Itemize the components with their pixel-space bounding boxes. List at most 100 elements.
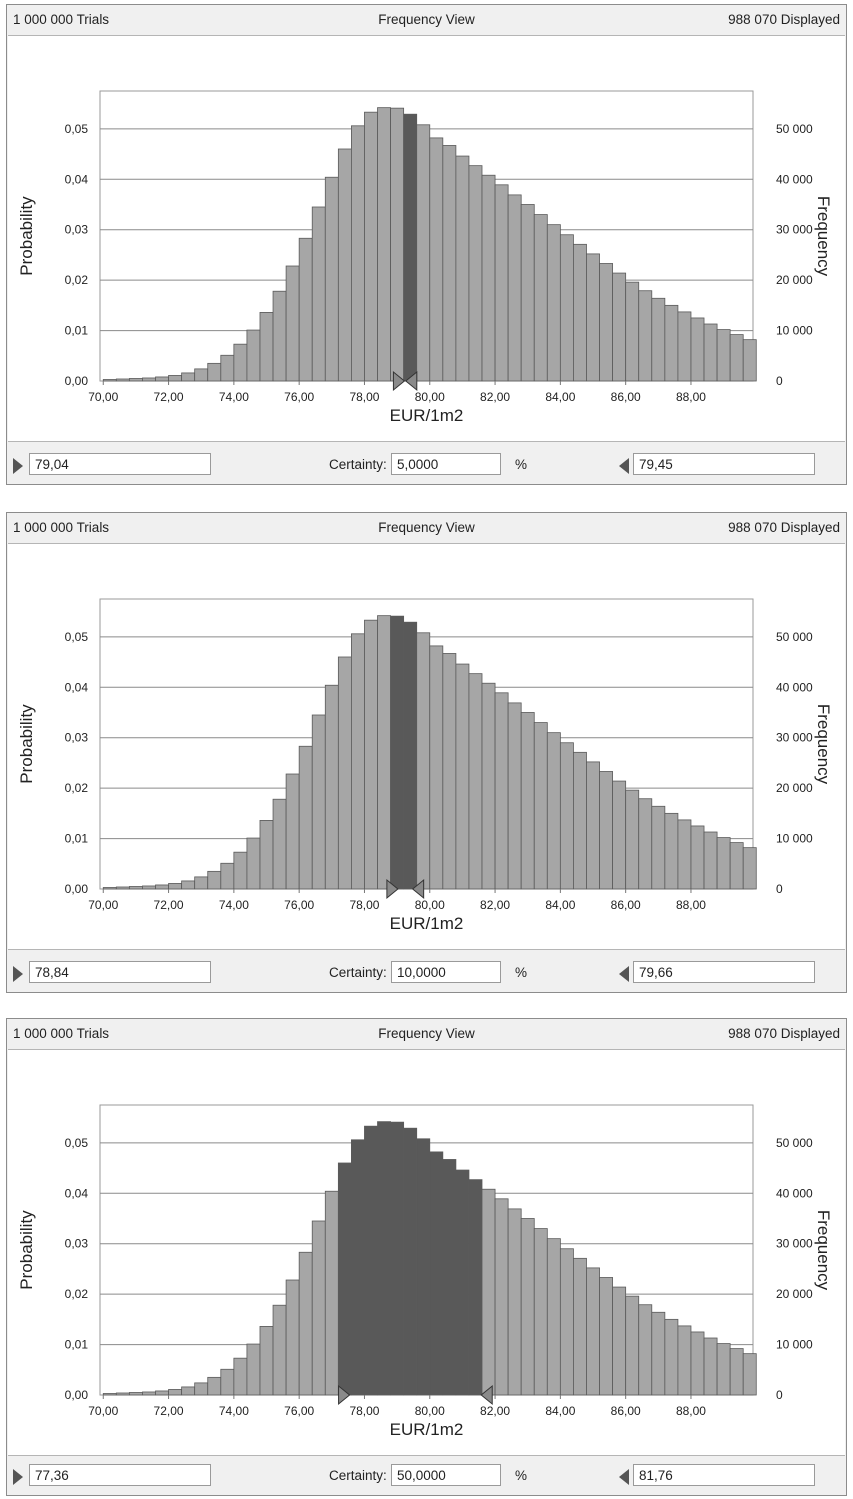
bar [364, 619, 378, 890]
histogram-chart: 0,00 0,01 0,02 0,03 0,04 0,05 0 10 000 20 000 30 … [17, 598, 833, 933]
y-tick-label: 0,01 [65, 324, 89, 338]
forecast-panel-2: 1 000 000 Trials Frequency View 988 070 … [6, 512, 847, 993]
bar [455, 663, 470, 890]
bar [690, 1331, 705, 1396]
bar [337, 656, 352, 890]
bar [586, 1267, 600, 1396]
bar [716, 1343, 731, 1396]
bar [298, 237, 313, 382]
left-grabber-icon[interactable] [13, 966, 23, 982]
left-grabber-icon[interactable] [13, 1469, 23, 1485]
bar [664, 304, 679, 382]
x-tick-label: 88,00 [676, 390, 706, 404]
bar [142, 1391, 156, 1396]
lower-bound-input[interactable]: 79,04 [29, 453, 211, 475]
bar-selected [403, 113, 418, 382]
bar [742, 1353, 757, 1396]
view-selector[interactable]: Frequency View [378, 520, 475, 535]
x-tick-label: 74,00 [219, 390, 249, 404]
bar-selected [429, 1151, 444, 1396]
bar [507, 194, 522, 382]
right-grabber-icon[interactable] [619, 1469, 629, 1485]
y2-tick-label: 10 000 [776, 1338, 813, 1352]
y2-tick-label: 20 000 [776, 273, 813, 287]
bar [586, 761, 600, 890]
certainty-bar: 79,04 Certainty: 5,0000 % 79,45 [7, 446, 846, 484]
x-tick-label: 80,00 [415, 898, 445, 912]
certainty-input[interactable]: 10,0000 [391, 961, 501, 983]
view-selector[interactable]: Frequency View [378, 12, 475, 27]
y-tick-label: 0,04 [65, 680, 89, 694]
y-tick-label: 0,04 [65, 1186, 89, 1200]
bar [729, 1348, 744, 1396]
x-tick-label: 70,00 [88, 898, 118, 912]
bar [233, 1357, 248, 1396]
right-grabber-icon[interactable] [619, 966, 629, 982]
bar [364, 111, 378, 382]
y-axis-title: Probability [17, 704, 36, 784]
bar [703, 323, 718, 382]
bar [377, 615, 391, 890]
y-tick-label: 0,02 [65, 1287, 89, 1301]
trials-count: 1 000 000 Trials [13, 12, 110, 27]
x-tick-label: 82,00 [480, 390, 510, 404]
x-tick-label: 72,00 [154, 1404, 184, 1418]
bar [638, 1304, 653, 1396]
upper-grabber-icon [480, 1384, 493, 1406]
bar [651, 1311, 666, 1396]
view-selector[interactable]: Frequency View [378, 1026, 475, 1041]
certainty-input[interactable]: 5,0000 [391, 453, 501, 475]
panel-header: 1 000 000 Trials Frequency View 988 070 … [7, 5, 846, 35]
bar [677, 1325, 692, 1396]
bar [324, 684, 339, 890]
bar [220, 1368, 235, 1396]
bar [115, 1392, 130, 1396]
lower-bound-input[interactable]: 77,36 [29, 1464, 211, 1486]
certainty-input[interactable]: 50,0000 [391, 1464, 501, 1486]
chart-area: 0,00 0,01 0,02 0,03 0,04 0,05 0 10 000 20 000 30 … [8, 543, 845, 950]
bar [168, 1389, 183, 1396]
displayed-count: 988 070 Displayed [728, 520, 840, 535]
bar [481, 682, 496, 890]
bar [168, 375, 183, 382]
y2-axis-title: Frequency [814, 196, 833, 277]
bar [142, 377, 156, 382]
bar [272, 798, 287, 890]
bar [742, 847, 757, 890]
bar [311, 1220, 326, 1396]
upper-bound-input[interactable]: 79,45 [633, 453, 815, 475]
bar [546, 1238, 561, 1396]
bar [220, 862, 235, 890]
bar [612, 272, 627, 382]
lower-grabber-icon [386, 878, 399, 900]
bar [377, 107, 391, 382]
bar [285, 265, 300, 382]
bar [102, 1393, 117, 1396]
histogram-chart: 0,00 0,01 0,02 0,03 0,04 0,05 0 10 000 20 000 30 … [17, 90, 833, 425]
y2-tick-label: 0 [776, 374, 783, 388]
displayed-count: 988 070 Displayed [728, 1026, 840, 1041]
left-grabber-icon[interactable] [13, 458, 23, 474]
bar [194, 876, 209, 890]
bar-selected [364, 1125, 378, 1396]
bar-selected [403, 621, 418, 890]
bar [468, 165, 483, 382]
displayed-count: 988 070 Displayed [728, 12, 840, 27]
upper-bound-input[interactable]: 81,76 [633, 1464, 815, 1486]
bar [259, 312, 274, 382]
bar [625, 1295, 640, 1396]
bar [559, 234, 574, 382]
lower-bound-input[interactable]: 78,84 [29, 961, 211, 983]
right-grabber-icon[interactable] [619, 458, 629, 474]
bar [716, 329, 731, 382]
y2-tick-label: 50 000 [776, 630, 813, 644]
bar [612, 1286, 627, 1396]
upper-grabber-icon [405, 370, 418, 392]
bar [115, 378, 130, 382]
bar [259, 1326, 274, 1396]
certainty-bar: 77,36 Certainty: 50,0000 % 81,76 [7, 1457, 846, 1495]
upper-bound-input[interactable]: 79,66 [633, 961, 815, 983]
bar [142, 885, 156, 890]
certainty-label: Certainty: [329, 1468, 387, 1483]
x-tick-label: 84,00 [545, 1404, 575, 1418]
